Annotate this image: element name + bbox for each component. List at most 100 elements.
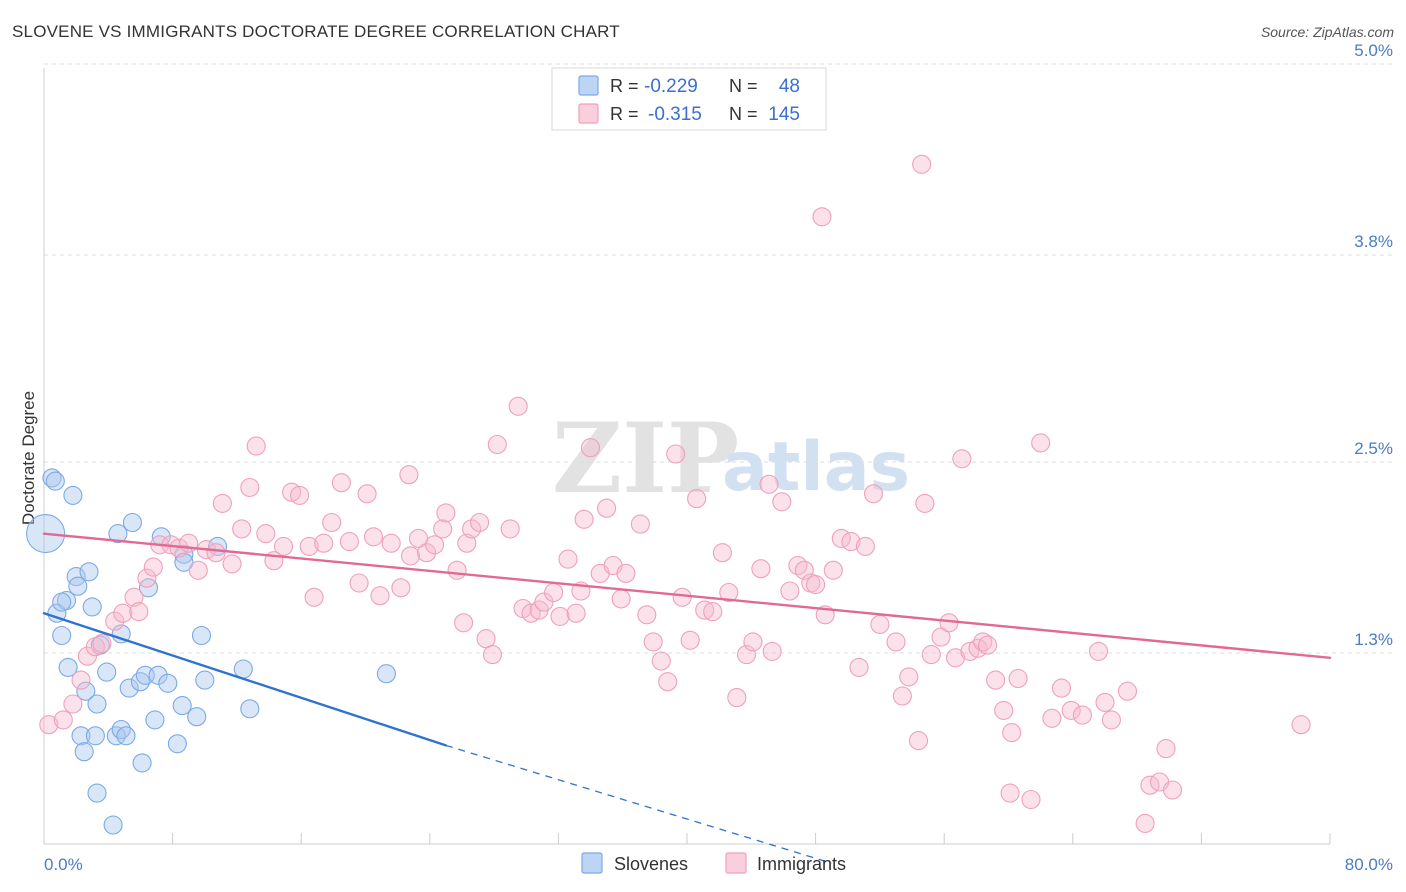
- immigrants-point-27: [273, 536, 294, 556]
- x-tick-label-min: 0.0%: [44, 855, 83, 874]
- immigrants-point-4: [77, 646, 97, 666]
- immigrants-point-56: [487, 434, 507, 455]
- y-tick-label-0: 1.3%: [1354, 630, 1393, 649]
- immigrants-point-109: [899, 667, 919, 687]
- immigrants-point-135: [1135, 813, 1155, 833]
- immigrants-point-48: [436, 503, 456, 523]
- slovenes-point-9: [66, 567, 86, 587]
- legend-swatch-immigrants: [578, 103, 599, 124]
- immigrants-point-53: [470, 512, 490, 533]
- immigrants-point-50: [454, 613, 474, 633]
- slovenes-trend-line: [42, 612, 448, 747]
- immigrants-point-89: [743, 632, 763, 652]
- immigrants-point-54: [476, 629, 496, 649]
- slovenes-point-21: [108, 524, 128, 544]
- immigrants-point-20: [212, 493, 232, 513]
- immigrants-point-51: [457, 533, 477, 553]
- slovenes-point-6: [52, 592, 72, 612]
- legend-swatch-slovenes: [578, 75, 599, 96]
- immigrants-point-49: [447, 560, 467, 580]
- immigrants-point-66: [566, 603, 586, 623]
- immigrants-point-104: [855, 536, 875, 556]
- immigrants-point-86: [719, 582, 739, 603]
- immigrants-point-33: [322, 512, 342, 533]
- slovenes-point-12: [82, 597, 102, 617]
- immigrants-point-35: [339, 532, 359, 552]
- slovenes-point-14: [71, 726, 91, 746]
- immigrants-point-107: [886, 632, 906, 652]
- immigrants-point-133: [1101, 710, 1121, 730]
- immigrants-point-105: [863, 484, 884, 504]
- slovenes-point-44: [87, 783, 107, 803]
- immigrants-point-3: [71, 670, 91, 690]
- immigrants-point-6: [92, 633, 112, 654]
- slovenes-point-27: [130, 672, 150, 692]
- immigrants-point-8: [113, 603, 133, 623]
- immigrants-point-29: [290, 485, 310, 505]
- chart-title: SLOVENE VS IMMIGRANTS DOCTORATE DEGREE C…: [12, 22, 620, 41]
- immigrants-point-113: [931, 627, 951, 647]
- slovenes-point-13: [76, 681, 96, 701]
- immigrants-point-55: [482, 645, 503, 665]
- immigrants-point-139: [1162, 780, 1183, 800]
- immigrants-point-57: [500, 519, 520, 539]
- immigrants-point-47: [433, 519, 453, 539]
- immigrants-point-76: [643, 632, 663, 652]
- immigrants-point-138: [1156, 739, 1176, 759]
- immigrants-point-17: [188, 560, 208, 580]
- immigrants-point-82: [687, 489, 707, 509]
- immigrants-point-16: [179, 533, 199, 553]
- slovenes-point-26: [116, 726, 136, 746]
- immigrants-point-80: [672, 587, 692, 607]
- legend-r-value-immigrants: -0.315: [648, 104, 702, 125]
- immigrants-point-45: [417, 543, 437, 563]
- immigrants-point-115: [945, 648, 966, 668]
- slovenes-point-45: [103, 815, 123, 835]
- slovenes-point-3: [63, 485, 83, 505]
- immigrants-point-126: [1031, 433, 1051, 453]
- immigrants-point-140: [1291, 715, 1311, 735]
- immigrants-point-111: [915, 493, 935, 513]
- x-tick-marks: [43, 833, 1331, 844]
- slovenes-point-29: [138, 578, 159, 598]
- immigrants-point-64: [550, 606, 570, 626]
- immigrants-point-125: [1021, 789, 1041, 810]
- slovenes-point-32: [145, 710, 165, 730]
- immigrants-point-108: [892, 686, 912, 706]
- immigrants-point-78: [658, 672, 678, 692]
- immigrants-point-100: [823, 560, 843, 580]
- immigrants-point-0: [39, 715, 59, 735]
- immigrants-point-112: [921, 645, 941, 665]
- immigrants-point-39: [370, 586, 390, 606]
- immigrants-point-102: [841, 532, 861, 552]
- chart-source: Source: ZipAtlas.com: [1260, 24, 1394, 40]
- immigrants-point-73: [616, 563, 636, 583]
- immigrants-point-32: [314, 533, 334, 553]
- immigrants-point-72: [611, 589, 631, 609]
- immigrants-point-96: [794, 560, 814, 580]
- immigrants-point-63: [544, 582, 564, 603]
- slovenes-point-19: [97, 662, 117, 682]
- immigrants-point-131: [1088, 641, 1109, 661]
- immigrants-point-94: [780, 581, 800, 601]
- immigrants-point-87: [727, 688, 747, 708]
- slovenes-point-43: [240, 699, 260, 719]
- immigrants-point-91: [759, 474, 779, 494]
- scatter-points: [26, 154, 1311, 835]
- immigrants-point-44: [408, 528, 429, 548]
- y-axis-title: Doctorate Degree: [19, 391, 38, 525]
- immigrants-point-83: [695, 600, 715, 620]
- immigrants-point-38: [363, 527, 384, 547]
- immigrants-point-22: [232, 519, 252, 539]
- immigrants-point-24: [246, 436, 266, 456]
- slovenes-point-7: [52, 625, 72, 646]
- immigrants-point-7: [105, 611, 125, 631]
- immigrants-trend-line: [42, 532, 1332, 660]
- slovenes-point-46: [132, 753, 152, 773]
- immigrants-point-11: [137, 568, 157, 588]
- immigrants-point-25: [256, 524, 276, 544]
- x-tick-label-max: 80.0%: [1345, 855, 1393, 874]
- slovenes-trend-line-extension: [445, 744, 832, 864]
- legend-r-label-slovenes: R =: [610, 76, 639, 96]
- slovenes-point-38: [187, 707, 207, 727]
